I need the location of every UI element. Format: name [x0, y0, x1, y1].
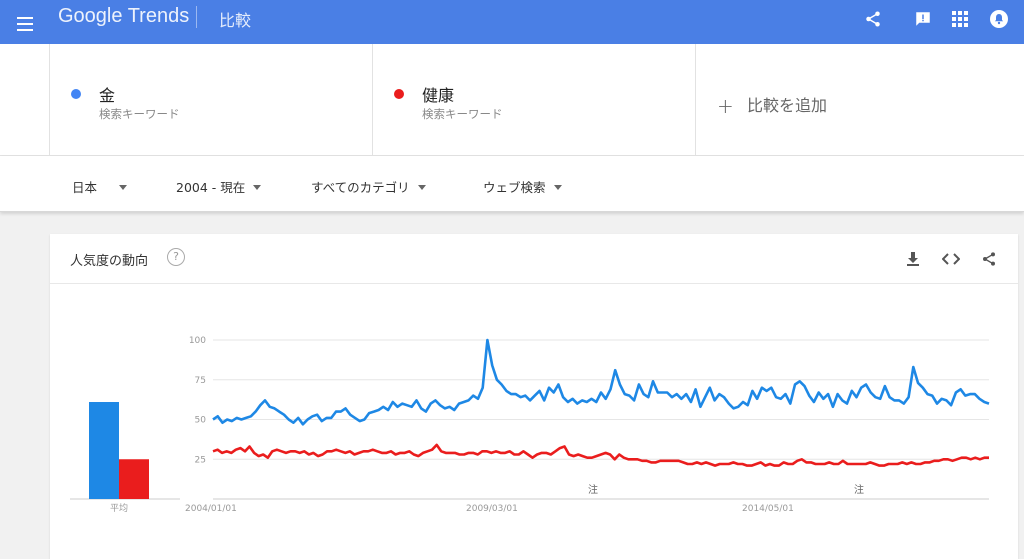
help-icon[interactable]: ? [167, 248, 185, 266]
app-bar: Google Trends 比較 [0, 0, 1024, 44]
average-bar-2 [119, 459, 149, 499]
annotation-marker: 注 [588, 483, 598, 496]
search-type-filter[interactable]: ウェブ検索 [483, 177, 562, 196]
chevron-down-icon [553, 185, 562, 190]
term-color-dot [71, 89, 81, 99]
share-icon[interactable] [862, 8, 884, 30]
region-filter[interactable]: 日本 [72, 177, 128, 196]
notifications-icon[interactable] [988, 8, 1010, 30]
average-label: 平均 [110, 502, 128, 514]
y-tick-label: 75 [195, 376, 206, 386]
interest-over-time-card: 人気度の動向 ? 100 75 50 25 2004/01/01 2009/03/01 20… [50, 234, 1018, 559]
compare-row: 金 検索キーワード 健康 検索キーワード + 比較を追加 [0, 44, 1024, 156]
chevron-down-icon [253, 185, 262, 190]
search-type-filter-label: ウェブ検索 [483, 180, 546, 195]
term-type: 検索キーワード [422, 107, 503, 121]
header-divider [196, 6, 197, 28]
card-title: 人気度の動向 [70, 254, 149, 269]
embed-icon[interactable] [940, 248, 962, 270]
chevron-down-icon [119, 185, 128, 190]
term-name: 金 [99, 86, 116, 105]
google-trends-logo[interactable]: Google Trends [58, 5, 190, 27]
time-filter-label: 2004 - 現在 [176, 180, 246, 195]
card-header: 人気度の動向 ? [50, 234, 1018, 284]
feedback-icon[interactable] [912, 8, 934, 30]
y-tick-label: 100 [189, 336, 206, 346]
add-compare-card[interactable]: + 比較を追加 [695, 44, 1024, 156]
term-name: 健康 [422, 86, 455, 105]
download-icon[interactable] [902, 248, 924, 270]
series-line-2 [212, 443, 989, 467]
filter-bar: 日本 2004 - 現在 すべてのカテゴリ ウェブ検索 [0, 156, 1024, 212]
series-line-1 [212, 338, 990, 426]
menu-icon[interactable] [14, 11, 36, 33]
annotation-marker: 注 [854, 483, 864, 496]
y-tick-label: 25 [195, 455, 206, 465]
page-title: 比較 [219, 11, 252, 30]
y-tick-label: 50 [195, 416, 207, 426]
add-compare-label: 比較を追加 [747, 96, 828, 115]
time-filter[interactable]: 2004 - 現在 [176, 177, 262, 196]
share-icon[interactable] [978, 248, 1000, 270]
term-card-1[interactable]: 金 検索キーワード [49, 44, 372, 156]
x-tick-label: 2014/05/01 [742, 504, 794, 514]
add-compare-button[interactable]: + 比較を追加 [717, 92, 827, 118]
term-color-dot [394, 89, 404, 99]
plus-icon: + [717, 94, 734, 118]
term-type: 検索キーワード [99, 107, 180, 121]
region-filter-label: 日本 [72, 180, 98, 195]
line-chart: 100 75 50 25 2004/01/01 2009/03/01 2014/05/01 注… [70, 336, 990, 514]
chevron-down-icon [417, 185, 426, 190]
x-tick-label: 2004/01/01 [185, 504, 237, 514]
term-card-2[interactable]: 健康 検索キーワード [372, 44, 695, 156]
apps-icon[interactable] [949, 8, 971, 30]
category-filter[interactable]: すべてのカテゴリ [311, 177, 426, 196]
category-filter-label: すべてのカテゴリ [311, 180, 410, 195]
average-bar-1 [89, 402, 119, 499]
x-tick-label: 2009/03/01 [466, 504, 518, 514]
